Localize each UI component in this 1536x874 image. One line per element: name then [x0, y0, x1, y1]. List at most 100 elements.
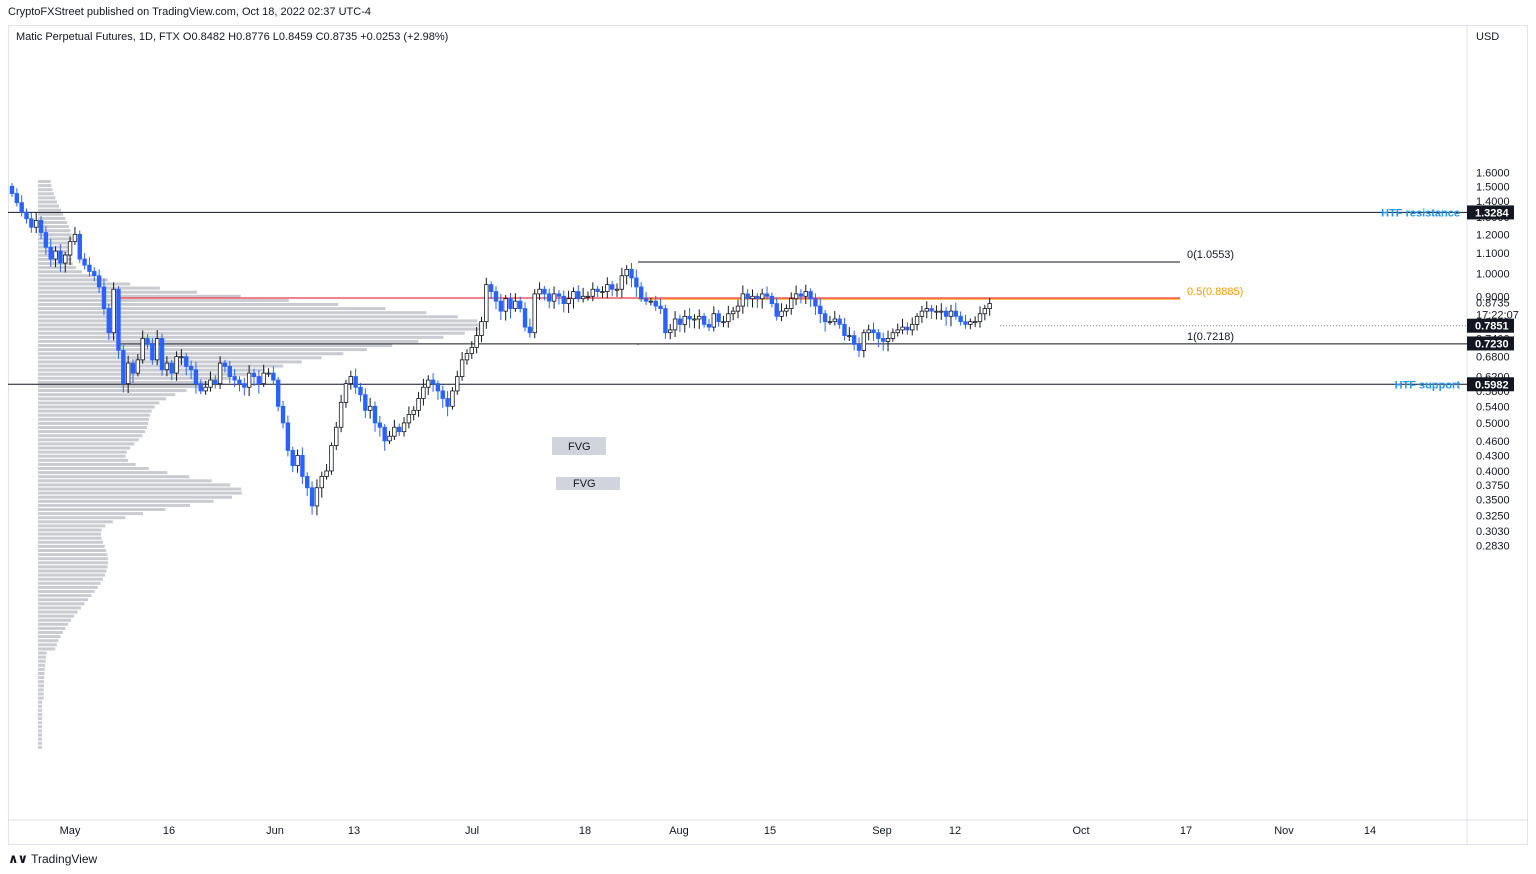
y-tick-label: 0.5400	[1476, 401, 1510, 413]
candle-body	[164, 362, 170, 371]
candle-body	[953, 310, 958, 317]
candle-body	[576, 291, 581, 300]
level-07230-value: 0.7230	[1475, 338, 1509, 350]
volume-profile-bar	[38, 245, 73, 249]
x-tick-label: Sep	[872, 825, 892, 837]
candle-body	[624, 268, 629, 277]
candle-body	[445, 398, 450, 407]
volume-profile-bar	[38, 319, 478, 323]
candle-body	[687, 315, 692, 320]
candle-body	[784, 308, 789, 312]
candle-body	[450, 390, 455, 407]
volume-profile-bar	[38, 516, 126, 520]
candle-body	[159, 338, 165, 371]
candle-body	[934, 310, 939, 313]
volume-profile-bar	[38, 479, 212, 483]
last-price-value: 0.8735	[1476, 298, 1510, 310]
volume-profile-bar	[38, 651, 47, 655]
candle-body	[711, 313, 716, 328]
candle-body	[217, 362, 223, 385]
candle-body	[111, 288, 116, 334]
chart-pane[interactable]	[8, 25, 1528, 845]
volume-profile-bar	[38, 266, 76, 270]
candle-body	[614, 288, 620, 291]
candle-body	[547, 293, 552, 302]
candle-body	[730, 310, 736, 315]
candle-body	[24, 211, 29, 220]
candle-body	[600, 291, 605, 293]
candle-body	[169, 362, 174, 374]
candle-body	[968, 321, 973, 325]
volume-profile-bar	[38, 524, 106, 528]
volume-profile-bar	[38, 426, 147, 429]
volume-profile-bar	[38, 188, 53, 192]
candle-body	[508, 298, 513, 310]
volume-profile-bar	[38, 315, 458, 319]
volume-profile-bar	[38, 692, 44, 696]
fib-0-label: 0(1.0553)	[1187, 249, 1234, 261]
candle-body	[721, 321, 726, 324]
volume-profile-bar	[38, 717, 42, 721]
candle-body	[396, 426, 402, 433]
candle-body	[793, 293, 799, 300]
candle-body	[774, 303, 779, 317]
fib-1-label: 1(0.7218)	[1187, 331, 1234, 343]
volume-profile-bar	[38, 331, 465, 335]
volume-profile-bar	[38, 233, 72, 237]
candle-body	[469, 346, 474, 354]
candle-body	[324, 470, 329, 477]
volume-profile-bar	[38, 385, 200, 388]
volume-profile-bar	[38, 622, 69, 626]
candle-body	[266, 372, 271, 375]
volume-profile-bar	[38, 216, 66, 220]
candle-body	[634, 277, 639, 288]
candle-body	[343, 383, 349, 403]
y-tick-label: 1.0000	[1476, 269, 1510, 281]
candle-body	[96, 275, 102, 288]
candle-body	[295, 454, 300, 467]
candle-body	[213, 379, 218, 385]
volume-profile-bar	[38, 450, 127, 454]
candle-body	[982, 308, 988, 315]
y-tick-label: 1.5000	[1476, 181, 1510, 193]
volume-profile-bar	[38, 733, 42, 737]
volume-profile-bar	[38, 602, 85, 606]
candle-body	[203, 386, 208, 392]
candle-body	[358, 386, 363, 396]
x-tick-label: 13	[348, 825, 360, 837]
candle-body	[643, 298, 649, 302]
volume-profile-bar	[38, 323, 485, 327]
candle-body	[818, 305, 823, 315]
x-tick-label: May	[60, 825, 81, 837]
candle-body	[48, 246, 53, 260]
volume-profile-bar	[38, 192, 54, 196]
publisher-header: CryptoFXStreet published on TradingView.…	[8, 6, 371, 18]
candle-body	[556, 293, 562, 297]
tradingview-footer[interactable]: ∧∨ TradingView	[8, 851, 97, 867]
x-tick-label: 14	[1364, 825, 1376, 837]
candle-body	[290, 450, 295, 467]
candle-body	[484, 284, 489, 323]
candle-body	[595, 288, 600, 292]
candle-body	[334, 426, 339, 446]
candle-body	[43, 232, 49, 248]
candle-body	[866, 329, 871, 334]
candle-body	[503, 298, 508, 312]
candle-body	[329, 445, 334, 472]
volume-profile-bar	[38, 327, 480, 331]
volume-profile-bar	[38, 741, 42, 745]
volume-profile-bar	[38, 508, 166, 511]
volume-profile-bar	[38, 667, 45, 671]
volume-profile-bar	[38, 335, 444, 339]
level-07230-tag	[1467, 336, 1514, 351]
candle-body	[38, 220, 44, 233]
candle-body	[769, 295, 775, 304]
volume-profile-bar	[38, 360, 302, 364]
volume-profile-bar	[38, 401, 160, 405]
candle-body	[851, 335, 857, 345]
volume-profile-bar	[38, 368, 266, 372]
candle-body	[726, 313, 731, 323]
candle-body	[416, 398, 421, 411]
candle-body	[885, 338, 891, 342]
